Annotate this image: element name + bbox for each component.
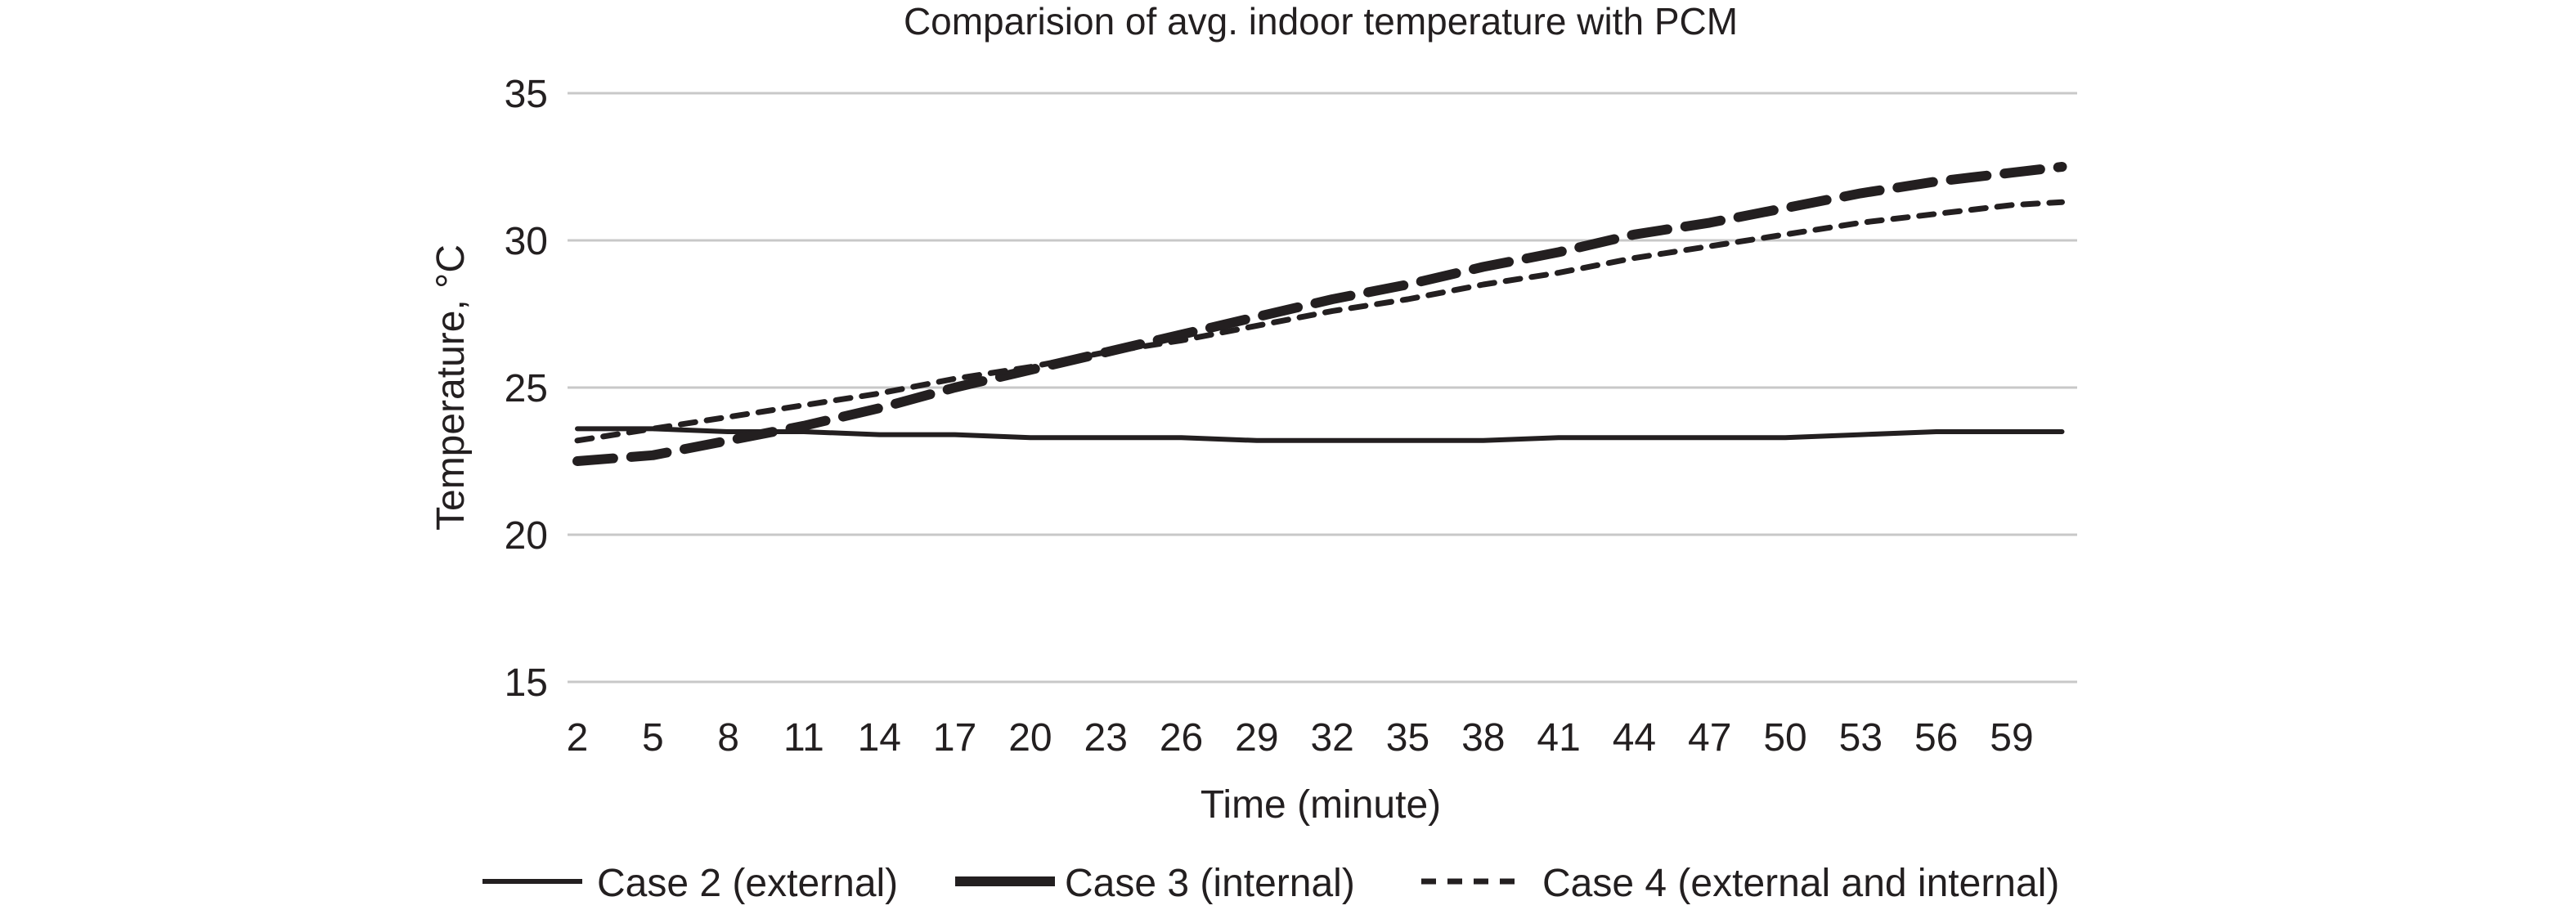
x-tick-label: 35 [1386,716,1429,760]
y-tick-label: 30 [505,220,548,263]
legend-item-1: Case 2 (external) [482,862,898,905]
x-tick-label: 20 [1008,716,1052,760]
x-tick-label: 14 [858,716,901,760]
x-tick-label: 5 [642,716,664,760]
x-tick-label: 50 [1763,716,1806,760]
x-tick-label: 56 [1914,716,1958,760]
x-tick-label: 47 [1688,716,1731,760]
y-axis-label: Temperature, °C [429,244,473,531]
x-tick-label: 44 [1613,716,1656,760]
series-line-3 [574,199,2065,444]
gridlines [568,92,2077,684]
chart-title: Comparision of avg. indoor temperature w… [904,0,1738,43]
x-tick-label: 41 [1537,716,1580,760]
x-tick-label: 29 [1235,716,1278,760]
legend: Case 2 (external) Case 3 (internal) Case 4… [482,862,2059,905]
x-tick-label: 32 [1310,716,1353,760]
x-tick-label: 8 [717,716,739,760]
legend-item-3: Case 4 (external and internal) [1421,862,2059,905]
legend-label: Case 4 (external and internal) [1542,862,2059,905]
y-tick-label: 20 [505,514,548,558]
x-tick-label: 23 [1084,716,1128,760]
series-line-1 [575,426,2065,443]
y-tick-label: 25 [505,367,548,410]
x-tick-label: 2 [567,716,589,760]
y-axis-ticks: 15 20 25 30 35 [505,73,548,705]
legend-label: Case 2 (external) [597,862,898,905]
x-tick-label: 53 [1839,716,1883,760]
y-tick-label: 15 [505,661,548,705]
x-tick-label: 11 [783,716,824,760]
x-tick-label: 38 [1461,716,1505,760]
x-tick-label: 59 [1990,716,2033,760]
series-lines [572,162,2067,466]
x-tick-label: 26 [1160,716,1203,760]
series-line-2 [572,162,2067,466]
x-tick-label: 17 [933,716,976,760]
legend-item-2: Case 3 (internal) [955,862,1355,905]
y-tick-label: 35 [505,73,548,116]
x-axis-label: Time (minute) [1200,783,1441,827]
x-axis-ticks: 2 5 8 11 14 17 20 23 26 29 32 35 38 41 44 47 50 53 56 59 [567,716,2034,760]
legend-label: Case 3 (internal) [1065,862,1355,905]
